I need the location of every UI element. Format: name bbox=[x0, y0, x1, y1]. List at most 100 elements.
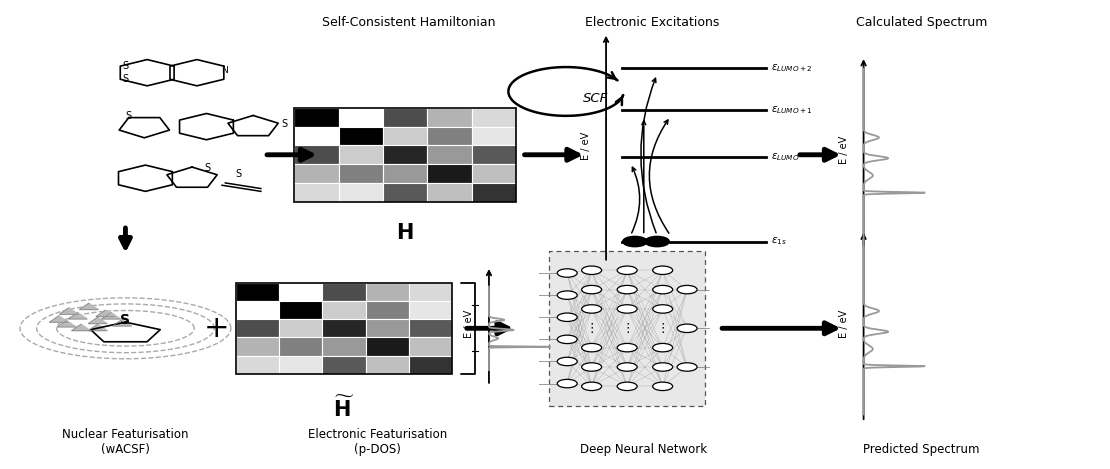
Bar bbox=[294, 108, 339, 127]
Text: E / eV: E / eV bbox=[581, 131, 592, 159]
Text: Calculated Spectrum: Calculated Spectrum bbox=[856, 16, 987, 30]
Bar bbox=[235, 338, 280, 356]
Circle shape bbox=[623, 236, 647, 247]
Text: S: S bbox=[125, 111, 132, 121]
Circle shape bbox=[582, 266, 602, 274]
Text: Predicted Spectrum: Predicted Spectrum bbox=[864, 443, 979, 456]
Bar bbox=[339, 108, 383, 127]
Circle shape bbox=[582, 343, 602, 352]
Bar bbox=[235, 301, 280, 319]
Circle shape bbox=[617, 382, 637, 391]
Bar bbox=[322, 319, 365, 338]
Bar bbox=[408, 301, 452, 319]
Polygon shape bbox=[88, 325, 108, 331]
Text: N: N bbox=[222, 66, 229, 75]
Circle shape bbox=[677, 285, 697, 294]
Bar bbox=[339, 183, 383, 202]
Bar bbox=[339, 145, 383, 164]
Circle shape bbox=[557, 313, 577, 321]
Polygon shape bbox=[88, 318, 108, 324]
Bar bbox=[339, 127, 383, 145]
Text: S: S bbox=[281, 119, 287, 129]
Bar bbox=[294, 127, 339, 145]
Circle shape bbox=[653, 285, 673, 294]
Text: S: S bbox=[122, 61, 129, 71]
Text: ⋮: ⋮ bbox=[656, 322, 669, 335]
Text: S: S bbox=[122, 74, 129, 84]
Text: $\varepsilon_{LUMO+2}$: $\varepsilon_{LUMO+2}$ bbox=[771, 62, 814, 74]
Bar bbox=[294, 164, 339, 183]
Bar bbox=[294, 183, 339, 202]
Circle shape bbox=[582, 285, 602, 294]
Text: ⋮: ⋮ bbox=[585, 322, 598, 335]
Circle shape bbox=[653, 266, 673, 274]
Text: SCF: SCF bbox=[584, 92, 608, 105]
Bar bbox=[322, 282, 365, 301]
Circle shape bbox=[557, 335, 577, 344]
Bar bbox=[322, 356, 365, 374]
Text: ⋮: ⋮ bbox=[620, 322, 634, 335]
Circle shape bbox=[677, 324, 697, 333]
Polygon shape bbox=[113, 320, 131, 326]
Circle shape bbox=[645, 236, 669, 247]
Polygon shape bbox=[69, 313, 88, 319]
Bar bbox=[235, 282, 280, 301]
Bar bbox=[472, 108, 516, 127]
Bar bbox=[383, 108, 427, 127]
Bar bbox=[408, 338, 452, 356]
Circle shape bbox=[582, 382, 602, 391]
Bar bbox=[366, 319, 408, 338]
Bar bbox=[427, 127, 472, 145]
Bar bbox=[366, 356, 408, 374]
Circle shape bbox=[653, 382, 673, 391]
Bar bbox=[427, 108, 472, 127]
Polygon shape bbox=[60, 308, 78, 314]
Text: S: S bbox=[204, 163, 211, 173]
Circle shape bbox=[582, 305, 602, 313]
Text: E / eV: E / eV bbox=[838, 310, 849, 338]
Bar bbox=[235, 356, 280, 374]
Circle shape bbox=[653, 305, 673, 313]
Circle shape bbox=[557, 357, 577, 366]
Bar bbox=[280, 282, 322, 301]
Circle shape bbox=[653, 363, 673, 371]
Bar bbox=[294, 145, 339, 164]
Bar bbox=[408, 282, 452, 301]
Polygon shape bbox=[80, 303, 98, 310]
Bar bbox=[383, 127, 427, 145]
Circle shape bbox=[617, 285, 637, 294]
Bar bbox=[280, 301, 322, 319]
Text: Self-Consistent Hamiltonian: Self-Consistent Hamiltonian bbox=[322, 16, 495, 30]
Circle shape bbox=[582, 363, 602, 371]
Bar bbox=[366, 301, 408, 319]
Circle shape bbox=[557, 379, 577, 388]
Circle shape bbox=[617, 343, 637, 352]
Bar bbox=[427, 164, 472, 183]
Text: S: S bbox=[235, 168, 242, 179]
Bar bbox=[235, 319, 280, 338]
Text: $\varepsilon_{LUMO+1}$: $\varepsilon_{LUMO+1}$ bbox=[771, 104, 814, 116]
Bar bbox=[427, 183, 472, 202]
Polygon shape bbox=[95, 310, 115, 317]
Text: $\mathbf{H}$: $\mathbf{H}$ bbox=[396, 223, 414, 243]
Bar bbox=[366, 282, 408, 301]
Text: S: S bbox=[120, 313, 131, 327]
Text: Nuclear Featurisation
(wACSF): Nuclear Featurisation (wACSF) bbox=[62, 428, 189, 456]
Bar bbox=[280, 356, 322, 374]
Bar bbox=[383, 164, 427, 183]
Text: Electronic Excitations: Electronic Excitations bbox=[585, 16, 720, 30]
Bar bbox=[427, 145, 472, 164]
Text: +: + bbox=[203, 314, 230, 343]
Bar bbox=[294, 108, 516, 202]
Text: Deep Neural Network: Deep Neural Network bbox=[581, 443, 707, 456]
Bar bbox=[472, 164, 516, 183]
Circle shape bbox=[557, 291, 577, 299]
Polygon shape bbox=[58, 321, 75, 327]
Bar bbox=[408, 356, 452, 374]
Text: $\widetilde{\mathbf{H}}$: $\widetilde{\mathbf{H}}$ bbox=[333, 395, 355, 421]
Bar bbox=[472, 183, 516, 202]
Circle shape bbox=[677, 363, 697, 371]
Polygon shape bbox=[49, 316, 69, 322]
Bar bbox=[408, 319, 452, 338]
Text: E / eV: E / eV bbox=[464, 310, 474, 338]
